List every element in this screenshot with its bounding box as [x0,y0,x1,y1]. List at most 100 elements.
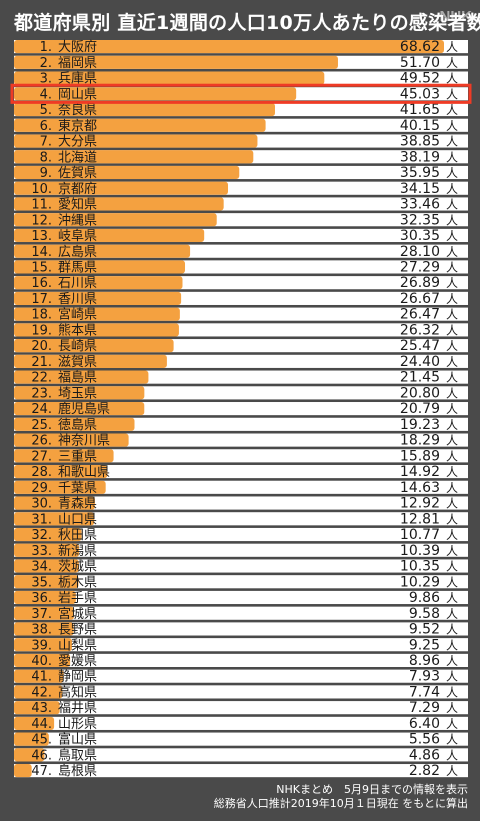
row-background [14,464,468,479]
bar [14,323,179,337]
unit-label: 人 [446,544,458,558]
row-background [14,543,468,557]
nhk-watermark: NHK [439,8,473,25]
unit-label: 人 [446,245,458,259]
rank-label: 37. [31,607,52,622]
rank-label: 27. [31,449,52,464]
category-label: 高知県 [58,684,97,700]
bar [14,622,74,636]
value-label: 7.74 [409,684,440,700]
rank-label: 19. [31,323,52,338]
category-label: 埼玉県 [58,386,97,401]
row-background [14,716,468,730]
rank-label: 10. [31,182,52,197]
category-label: 熊本県 [58,322,97,338]
value-label: 26.32 [400,322,440,338]
category-label: 鹿児島県 [58,401,110,417]
category-label: 石川県 [58,276,97,291]
rank-label: 26. [31,434,52,449]
rank-label: 35. [31,575,52,590]
bar [14,606,75,620]
bar [14,402,145,416]
rank-label: 21. [31,355,52,370]
unit-label: 人 [446,135,458,149]
value-label: 40.15 [400,118,440,134]
value-label: 5.56 [409,732,440,748]
category-label: 秋田県 [58,528,97,543]
value-label: 38.19 [400,149,440,165]
bar [14,685,63,699]
row-background [14,606,468,620]
unit-label: 人 [446,418,458,432]
rank-label: 29. [31,481,52,496]
rank-label: 38. [31,623,52,638]
value-label: 45.03 [400,86,440,102]
value-label: 10.35 [400,559,440,575]
unit-label: 人 [446,182,458,196]
rank-label: 41. [31,670,52,685]
bar [14,433,129,447]
value-label: 26.67 [400,291,440,307]
value-label: 35.95 [400,165,440,181]
bar [14,165,240,180]
value-label: 6.40 [409,716,440,732]
category-label: 長野県 [58,623,97,638]
bar [14,417,135,431]
value-label: 10.77 [400,527,440,543]
value-label: 2.82 [409,763,440,779]
value-label: 28.10 [400,244,440,260]
unit-label: 人 [446,56,458,70]
unit-label: 人 [446,717,458,731]
unit-label: 人 [446,685,458,699]
value-label: 9.58 [409,606,440,622]
category-label: 広島県 [58,245,97,260]
rank-label: 12. [31,213,52,228]
unit-label: 人 [446,449,458,463]
rank-label: 25. [31,418,52,433]
rank-label: 47. [31,764,52,779]
rank-label: 24. [31,402,52,417]
category-label: 香川県 [58,292,97,307]
unit-label: 人 [446,339,458,353]
value-label: 10.29 [400,574,440,590]
row-background [14,512,468,526]
unit-label: 人 [446,213,458,227]
bar [14,653,71,667]
unit-label: 人 [446,166,458,180]
value-label: 9.86 [409,590,440,606]
value-label: 14.92 [400,464,440,480]
value-label: 68.62 [400,39,440,55]
row-background [14,575,468,589]
unit-label: 人 [446,748,458,762]
value-label: 49.52 [400,71,440,87]
category-label: 岐阜県 [58,228,97,244]
bar [14,134,258,148]
value-label: 34.15 [400,181,440,197]
rank-label: 5. [40,103,52,118]
category-label: 栃木県 [58,575,97,590]
unit-label: 人 [446,323,458,337]
category-label: 愛知県 [58,197,97,213]
row-background [14,480,468,494]
value-label: 33.46 [400,197,440,213]
unit-label: 人 [446,434,458,448]
bar [14,40,444,54]
footer-note: NHKまとめ 5月9日までの情報を表示 総務省人口推計2019年10月１日現在 … [214,783,468,811]
bar [14,386,145,400]
value-label: 8.96 [409,653,440,669]
category-label: 島根県 [58,764,97,779]
unit-label: 人 [446,72,458,86]
unit-label: 人 [446,654,458,668]
value-label: 24.40 [400,354,440,370]
unit-label: 人 [446,292,458,306]
rank-label: 20. [31,339,52,354]
category-label: 新潟県 [58,543,97,559]
bar [14,527,82,542]
highlight-box [10,83,472,104]
value-label: 51.70 [400,55,440,71]
category-label: 青森県 [58,497,97,512]
bar [14,370,149,384]
rank-label: 9. [40,166,52,181]
rank-label: 31. [31,512,52,527]
category-label: 宮崎県 [58,307,97,323]
